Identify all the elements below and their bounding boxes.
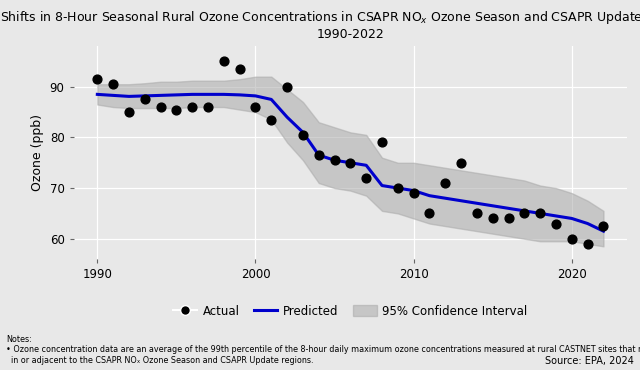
Point [124,109,134,115]
Point [282,84,292,90]
Point [203,104,213,110]
Point [504,215,514,221]
Point [519,211,529,216]
Y-axis label: Ozone (ppb): Ozone (ppb) [31,114,44,191]
Point [598,223,609,229]
Point [108,81,118,87]
Text: Notes:
• Ozone concentration data are an average of the 99th percentile of the 8: Notes: • Ozone concentration data are an… [6,335,640,365]
Point [440,180,451,186]
Point [424,211,435,216]
Point [156,104,166,110]
Text: Source: EPA, 2024: Source: EPA, 2024 [545,356,634,366]
Point [393,185,403,191]
Point [408,190,419,196]
Point [219,58,229,64]
Title: Shifts in 8-Hour Seasonal Rural Ozone Concentrations in CSAPR NO$_x$ Ozone Seaso: Shifts in 8-Hour Seasonal Rural Ozone Co… [0,9,640,41]
Point [330,157,340,163]
Point [377,139,387,145]
Point [266,117,276,123]
Legend: Actual, Predicted, 95% Confidence Interval: Actual, Predicted, 95% Confidence Interv… [168,300,532,322]
Point [472,211,482,216]
Point [551,221,561,226]
Point [488,215,498,221]
Point [250,104,260,110]
Point [92,76,102,82]
Point [582,241,593,247]
Point [361,175,371,181]
Point [234,66,244,72]
Point [172,107,182,112]
Point [298,132,308,138]
Point [314,152,324,158]
Point [535,211,545,216]
Point [566,236,577,242]
Point [187,104,197,110]
Point [456,160,466,166]
Point [140,97,150,102]
Point [345,160,355,166]
